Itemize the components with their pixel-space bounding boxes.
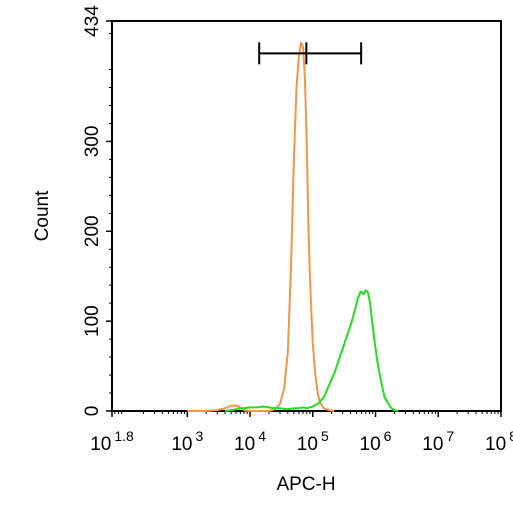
y-tick-label: 300 bbox=[82, 126, 103, 158]
histogram-series-2 bbox=[224, 289, 399, 412]
y-tick-label: 0 bbox=[82, 406, 103, 417]
gate-marker bbox=[258, 42, 363, 65]
x-tick-label: 10 7 bbox=[422, 428, 454, 455]
x-axis-title: APC-H bbox=[276, 474, 335, 495]
histogram-series-1 bbox=[187, 41, 335, 412]
y-tick-label: 200 bbox=[82, 215, 103, 247]
plot-frame bbox=[111, 20, 502, 412]
y-axis-title: Count bbox=[32, 190, 53, 241]
x-tick-label: 10 4 bbox=[234, 428, 266, 455]
y-axis-ticks: 0 100 200 300 434 bbox=[82, 5, 112, 417]
series-layer bbox=[187, 41, 399, 412]
y-tick-label: 434 bbox=[82, 5, 103, 37]
x-tick-label: 10 3 bbox=[171, 428, 203, 455]
x-axis-ticks: 101.8 103 104 105 106 107 108 bbox=[90, 411, 513, 455]
x-tick-label: 10 5 bbox=[297, 428, 329, 455]
x-tick-label: 10 1.8 bbox=[90, 428, 134, 455]
x-tick-label: 108 bbox=[485, 428, 513, 455]
x-tick-label: 10 6 bbox=[360, 428, 392, 455]
y-tick-label: 100 bbox=[82, 305, 103, 337]
